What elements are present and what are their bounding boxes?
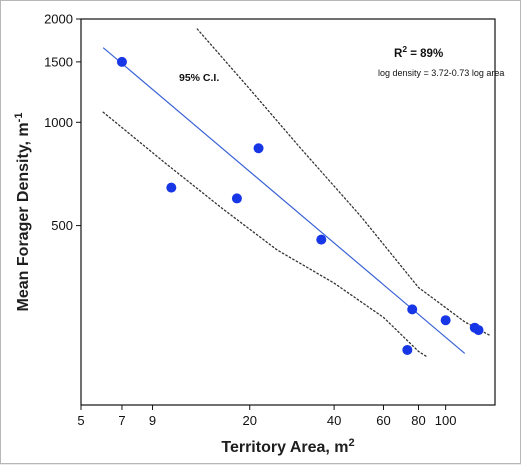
ci-label: 95% C.I. — [179, 72, 219, 84]
data-point — [116, 56, 127, 67]
data-point — [231, 193, 242, 204]
x-tick-label: 40 — [327, 413, 341, 428]
ci-lower-curve — [102, 111, 428, 358]
x-tick-label: 20 — [243, 413, 257, 428]
data-points-layer — [116, 56, 484, 355]
data-point — [402, 344, 413, 355]
x-tick-label: 80 — [411, 413, 425, 428]
data-point — [316, 234, 327, 245]
data-point — [473, 325, 484, 336]
r-squared-value: = 89% — [407, 48, 443, 60]
y-tick-label: 1500 — [44, 54, 73, 69]
confidence-interval-layer — [102, 28, 490, 358]
r-squared-symbol: R — [394, 48, 403, 60]
r-squared-superscript: 2 — [402, 44, 407, 54]
regression-line-layer — [102, 47, 466, 354]
data-point — [407, 304, 418, 315]
x-tick-label: 5 — [77, 413, 84, 428]
plot-frame — [80, 18, 496, 406]
x-tick-label: 100 — [435, 413, 457, 428]
x-axis-title-superscript: 2 — [349, 437, 355, 449]
x-axis-title: Territory Area, m2 — [221, 437, 354, 456]
axes-layer — [80, 18, 496, 406]
x-tick-label: 9 — [149, 413, 156, 428]
y-axis-title: Mean Forager Density, m-1 — [13, 113, 32, 312]
x-tick-label: 60 — [376, 413, 390, 428]
data-point — [253, 143, 264, 154]
x-tick-label: 7 — [118, 413, 125, 428]
y-axis-title-superscript: -1 — [13, 113, 25, 123]
data-point — [166, 182, 177, 193]
tick-layer: 5 7 9 20 40 60 80 100 500 1000 1500 2000 — [44, 12, 456, 429]
regression-equation: log density = 3.72-0.73 log area — [378, 68, 504, 78]
x-axis-title-text: Territory Area, m — [221, 439, 348, 456]
data-point — [440, 315, 451, 326]
y-tick-label: 500 — [51, 218, 73, 233]
y-tick-label: 1000 — [44, 115, 73, 130]
y-axis-title-text: Mean Forager Density, m — [15, 122, 32, 311]
y-tick-label: 2000 — [44, 12, 73, 27]
regression-line — [102, 47, 466, 354]
r-squared-label: R2 = 89% — [394, 44, 443, 60]
